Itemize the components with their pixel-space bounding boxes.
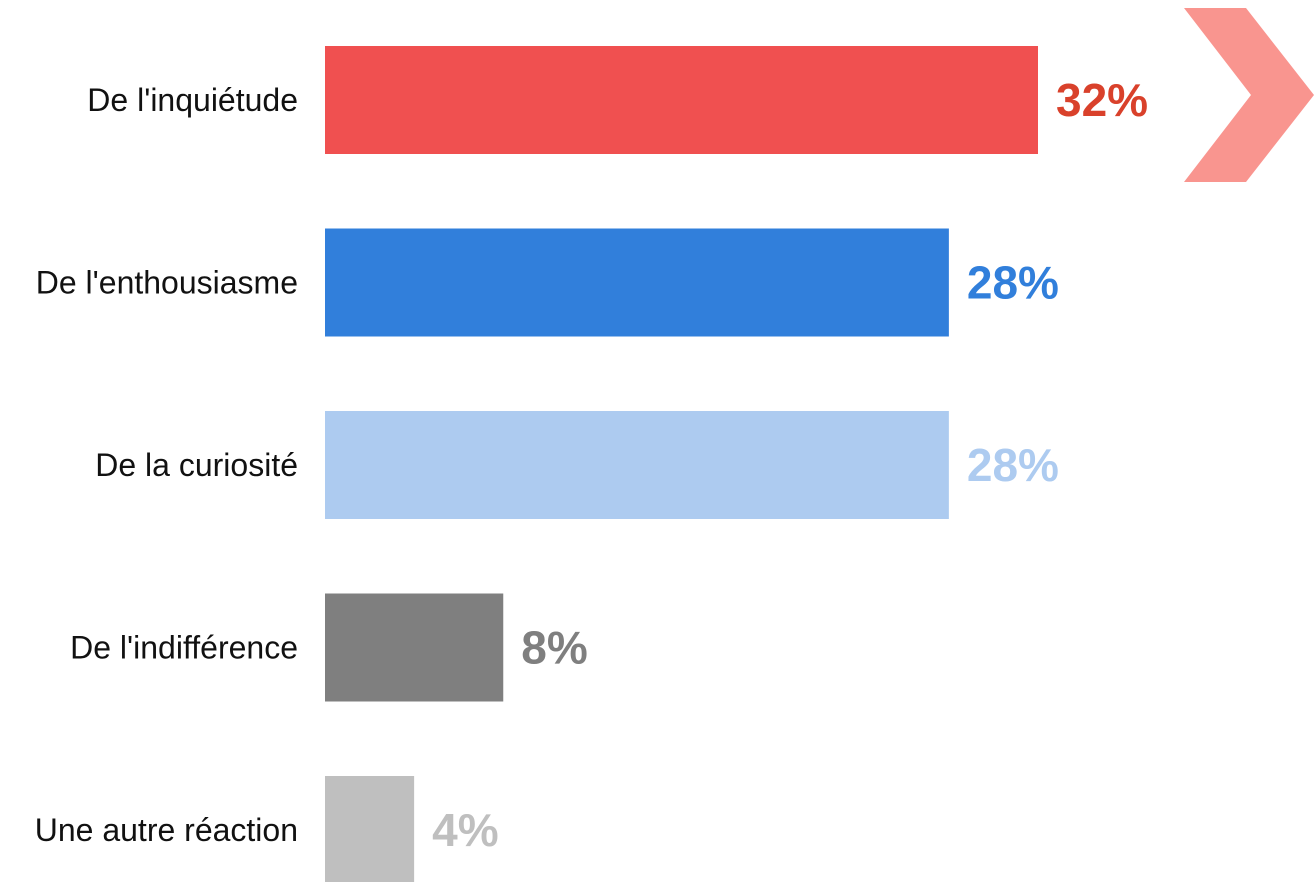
bar (325, 593, 504, 702)
value-label: 32% (1056, 74, 1148, 126)
value-label: 28% (967, 257, 1059, 309)
category-label: De l'inquiétude (87, 82, 298, 118)
bar (325, 411, 949, 519)
value-label: 8% (521, 622, 587, 674)
value-label: 4% (432, 804, 498, 856)
category-label: De la curiosité (95, 447, 298, 483)
chevron-arrow-icon (1184, 8, 1314, 182)
bars-group: De l'inquiétude 32% De l'enthousiasme 28% De… (35, 46, 1148, 882)
category-label: De l'indifférence (70, 630, 298, 666)
bar (325, 46, 1038, 154)
category-label: Une autre réaction (35, 812, 298, 848)
category-label: De l'enthousiasme (36, 265, 298, 301)
value-label: 28% (967, 439, 1059, 491)
bar (325, 776, 415, 882)
bar (325, 228, 949, 337)
